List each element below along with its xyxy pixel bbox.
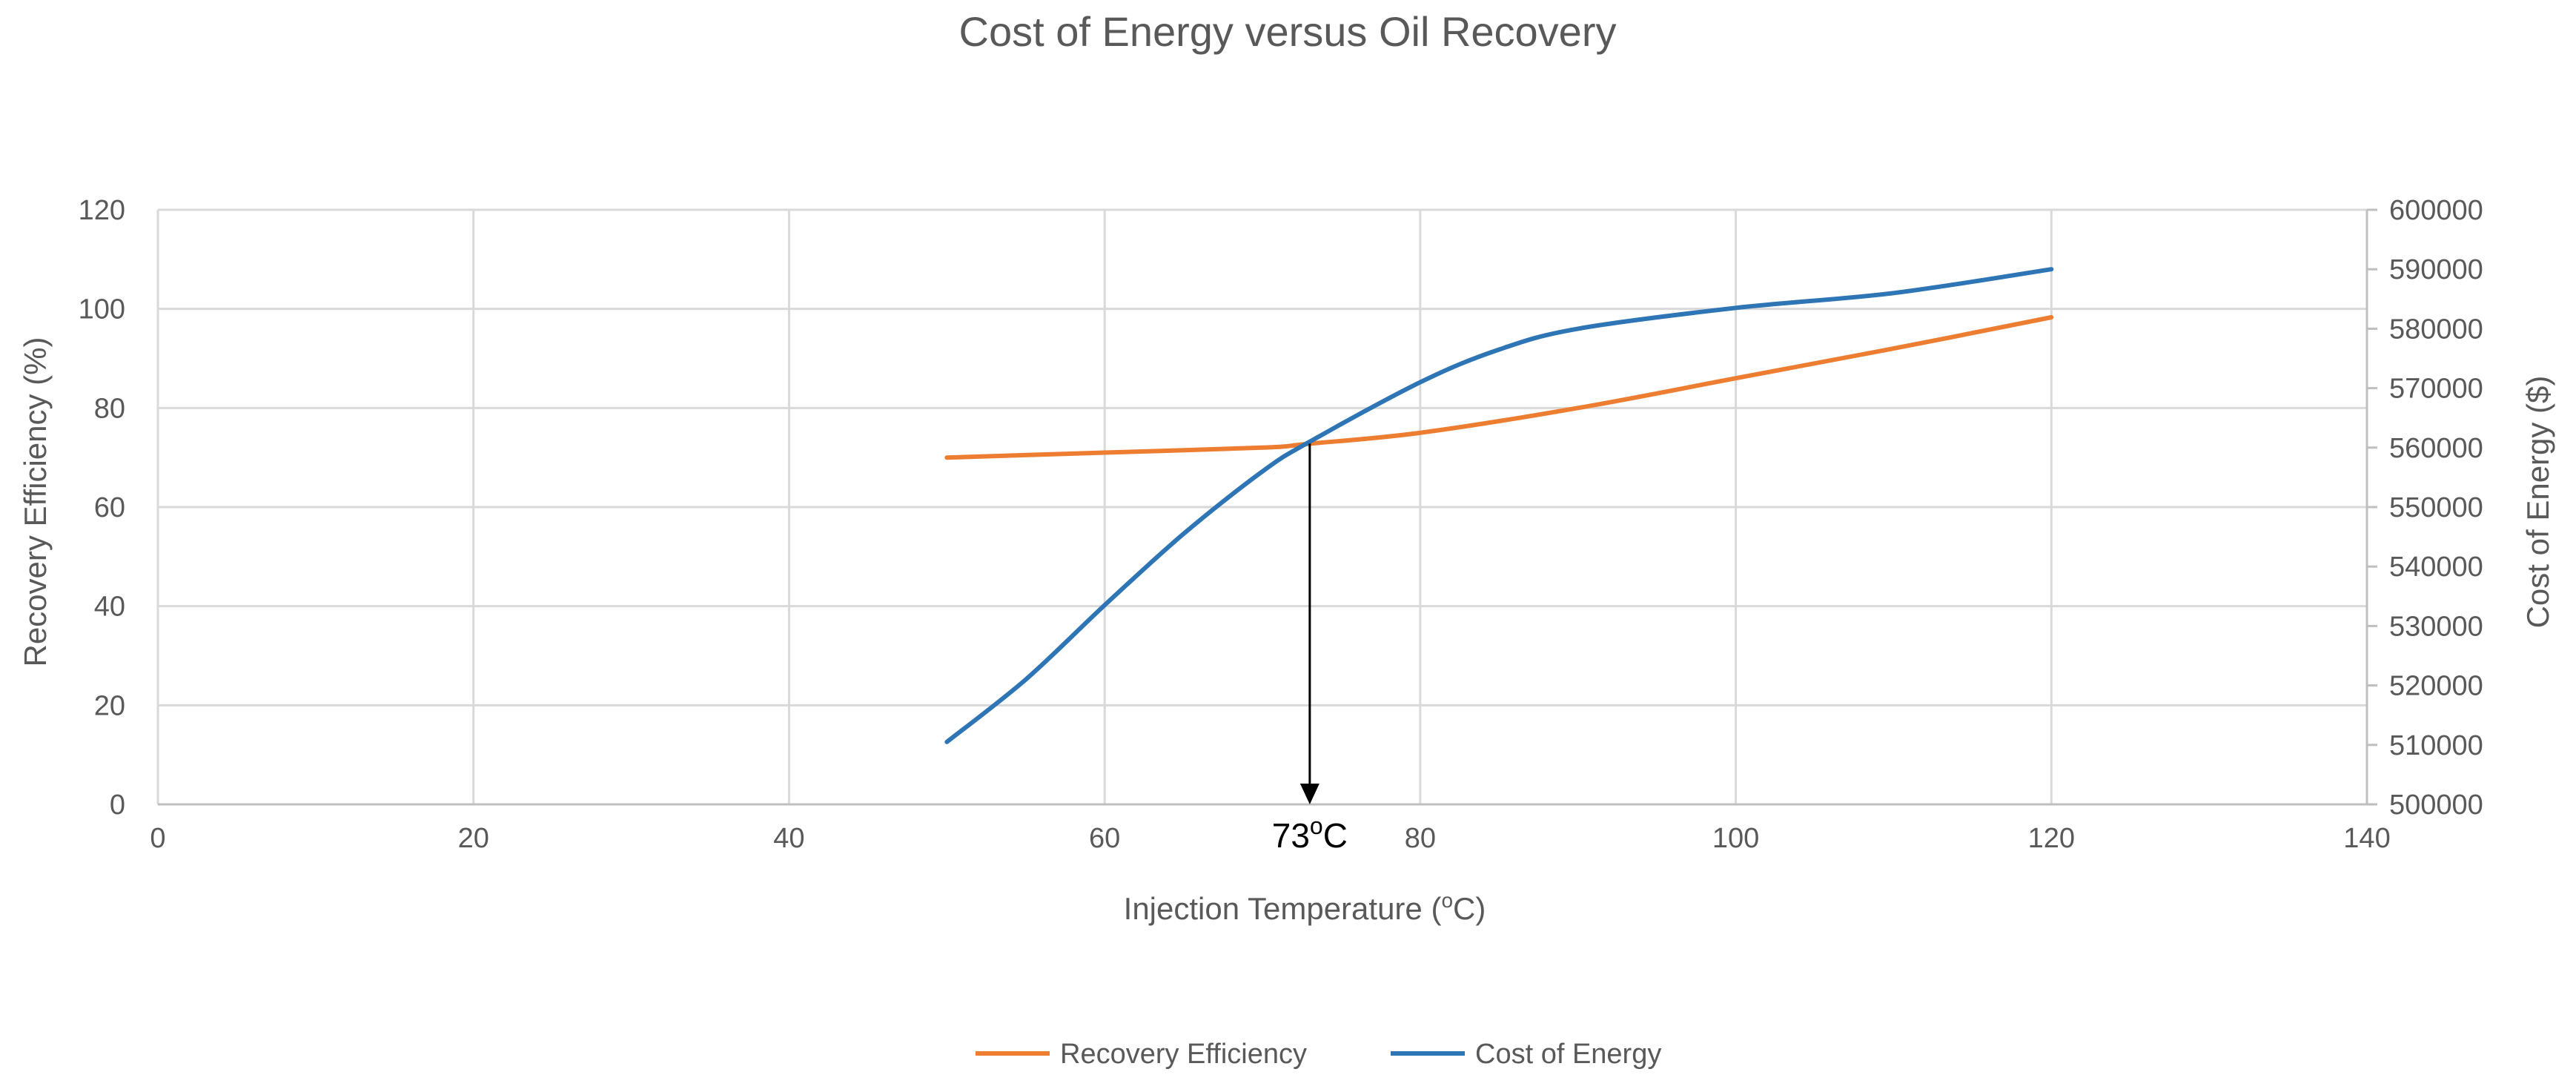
y2-tick-label-7: 570000 <box>2389 374 2483 405</box>
x-tick-label-7: 140 <box>2343 823 2390 854</box>
y2-axis-title: Cost of Energy ($) <box>2520 376 2555 629</box>
annotation-label-unit: C <box>1323 816 1348 855</box>
legend: Recovery Efficiency Cost of Energy <box>976 1039 1661 1070</box>
y-tick-label-4: 80 <box>94 393 125 424</box>
y2-tick-label-0: 500000 <box>2389 790 2483 821</box>
y-axis-ticks: 0 20 40 60 80 100 120 <box>79 195 125 821</box>
x-tick-label-6: 120 <box>2028 823 2075 854</box>
x-tick-label-3: 60 <box>1089 823 1120 854</box>
x-tick-label-1: 20 <box>458 823 489 854</box>
annotation-label-value: 73 <box>1272 816 1310 855</box>
y2-tick-label-3: 530000 <box>2389 611 2483 642</box>
x-axis-title: Injection Temperature (oC) <box>1124 889 1486 926</box>
x-tick-label-5: 100 <box>1712 823 1759 854</box>
x-tick-label-0: 0 <box>150 823 165 854</box>
y-tick-label-1: 20 <box>94 690 125 721</box>
x-axis-ticks: 0 20 40 60 80 100 120 140 <box>150 823 2390 854</box>
annotation-label: 73oC <box>1272 813 1348 855</box>
legend-label-recovery-efficiency: Recovery Efficiency <box>1060 1039 1307 1070</box>
y-tick-label-6: 120 <box>79 195 125 226</box>
y2-tick-label-5: 550000 <box>2389 492 2483 523</box>
series-line-recovery-efficiency <box>944 315 2054 460</box>
y2-tick-label-6: 560000 <box>2389 433 2483 464</box>
y-tick-label-2: 40 <box>94 592 125 623</box>
x-axis-title-text: Injection Temperature ( <box>1124 891 1442 926</box>
y2-tick-label-9: 590000 <box>2389 254 2483 285</box>
annotation-arrow-head <box>1299 784 1320 804</box>
series-line-cost-of-energy <box>944 267 2054 744</box>
y2-tick-label-8: 580000 <box>2389 314 2483 345</box>
x-axis-title-sup: o <box>1441 889 1453 912</box>
annotation-label-sup: o <box>1310 813 1323 839</box>
y2-tick-label-1: 510000 <box>2389 730 2483 761</box>
y-tick-label-5: 100 <box>79 294 125 325</box>
x-tick-label-4: 80 <box>1405 823 1436 854</box>
y2-axis-ticks: 500000 510000 520000 530000 540000 550000 5600… <box>2389 195 2483 821</box>
y-tick-label-3: 60 <box>94 492 125 523</box>
y-tick-label-0: 0 <box>110 790 125 821</box>
y2-tick-label-2: 520000 <box>2389 671 2483 702</box>
y-axis-title: Recovery Efficiency (%) <box>18 337 53 666</box>
x-tick-label-2: 40 <box>773 823 804 854</box>
y2-tick-label-4: 540000 <box>2389 552 2483 583</box>
y2-tick-label-10: 600000 <box>2389 195 2483 226</box>
x-axis-title-unit: C) <box>1453 891 1486 926</box>
chart-title: Cost of Energy versus Oil Recovery <box>959 8 1617 55</box>
axes <box>158 208 2377 806</box>
legend-label-cost-of-energy: Cost of Energy <box>1475 1039 1661 1070</box>
